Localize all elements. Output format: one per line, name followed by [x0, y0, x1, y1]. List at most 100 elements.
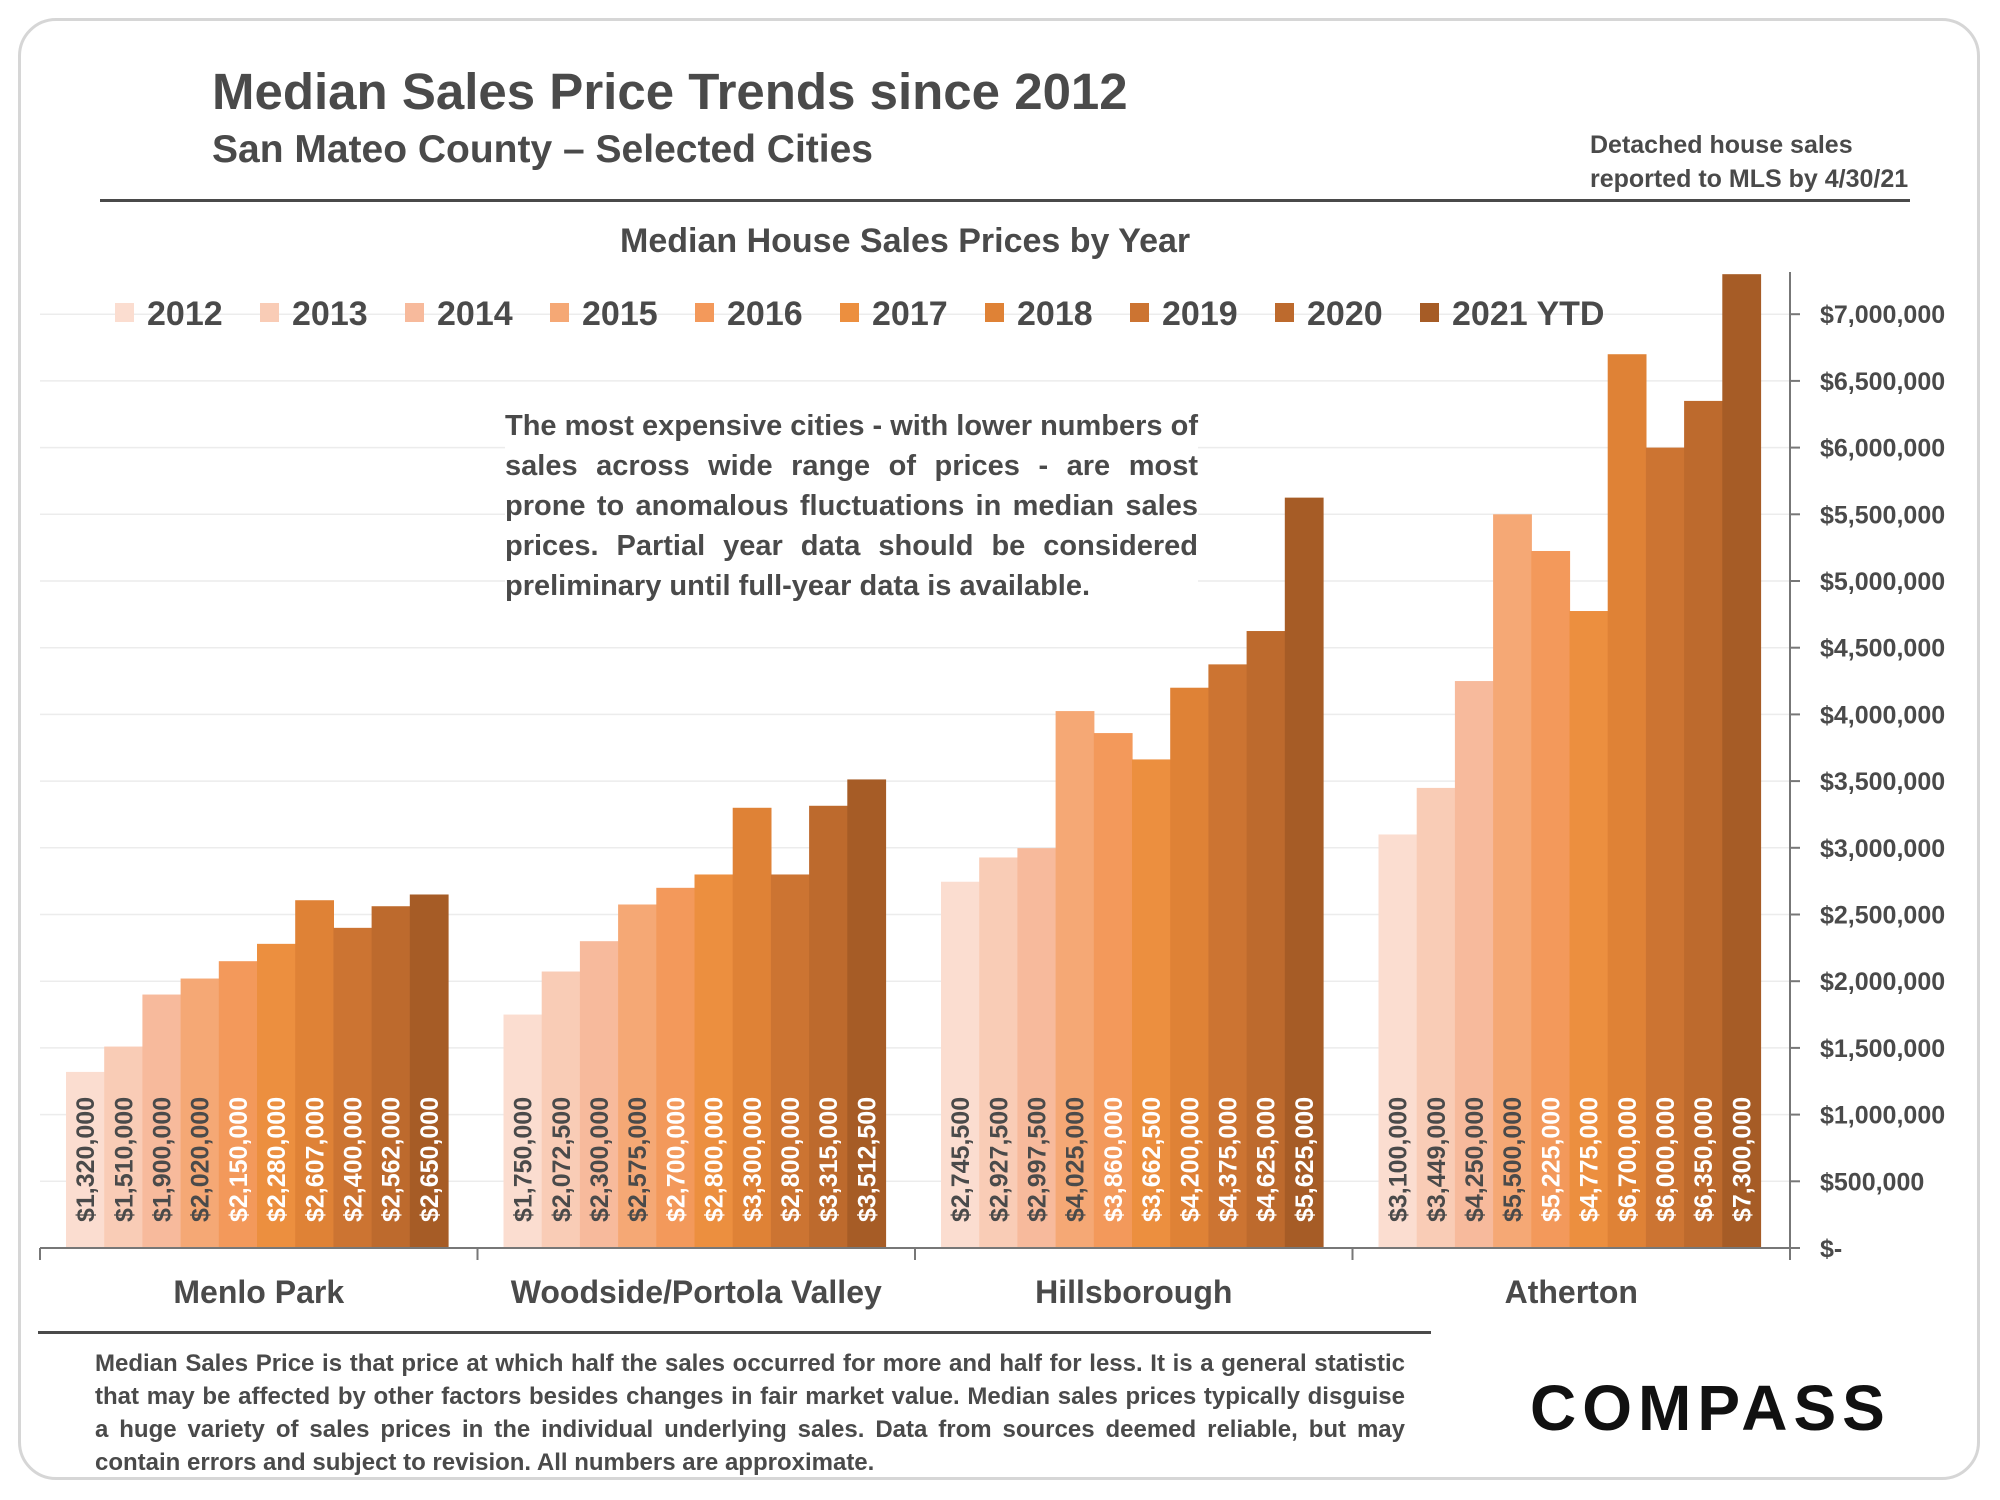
legend-label: 2017 — [872, 295, 948, 333]
bar — [180, 978, 220, 1248]
bar-value-label: $5,500,000 — [1499, 1097, 1527, 1222]
bar-value-label: $1,510,000 — [110, 1097, 138, 1222]
legend-swatch — [1130, 303, 1149, 322]
bar-value-label: $3,100,000 — [1385, 1097, 1413, 1222]
bar-value-label: $2,575,000 — [624, 1097, 652, 1222]
y-tick-label: $6,000,000 — [1820, 435, 1945, 463]
bar-value-label: $2,927,500 — [985, 1097, 1013, 1222]
bar-value-label: $4,025,000 — [1062, 1097, 1090, 1222]
legend-label: 2019 — [1162, 295, 1238, 333]
legend-label: 2014 — [437, 295, 513, 333]
legend-swatch — [405, 303, 424, 322]
bar-value-label: $5,625,000 — [1291, 1097, 1319, 1222]
legend-label: 2012 — [147, 295, 223, 333]
bar-value-label: $4,200,000 — [1176, 1097, 1204, 1222]
bar — [295, 900, 334, 1248]
x-category-label: Atherton — [1505, 1274, 1638, 1310]
bar-value-label: $4,250,000 — [1461, 1097, 1489, 1222]
page-title: Median Sales Price Trends since 2012 — [212, 63, 1128, 120]
bar-value-label: $3,512,500 — [853, 1097, 881, 1222]
bar — [656, 887, 696, 1248]
bar — [1208, 664, 1248, 1248]
bar-value-label: $6,350,000 — [1690, 1097, 1718, 1222]
bar-value-label: $3,315,000 — [815, 1097, 843, 1222]
bar — [1055, 711, 1095, 1248]
chart-title: Median House Sales Prices by Year — [620, 222, 1191, 260]
y-tick-label: $1,500,000 — [1820, 1035, 1945, 1063]
bar — [694, 874, 734, 1248]
bars — [66, 274, 1762, 1249]
bar — [1607, 354, 1647, 1249]
bar — [732, 807, 772, 1248]
bar — [257, 943, 296, 1248]
y-axis-tick-labels: $- $500,000 $1,000,000 $1,500,000 $2,000,000… — [1820, 301, 1945, 1263]
bar-value-label: $2,700,000 — [662, 1097, 690, 1222]
legend: 2012 2013 2014 2015 2016 2017 2018 2019 2020 2021… — [115, 295, 1604, 333]
axes — [39, 272, 1800, 1260]
bar — [579, 941, 619, 1248]
bar — [770, 874, 810, 1248]
bar — [371, 906, 411, 1248]
bar-value-label: $4,375,000 — [1215, 1097, 1243, 1222]
x-category-label: Menlo Park — [173, 1274, 344, 1310]
bar — [847, 779, 887, 1248]
legend-label: 2021 YTD — [1452, 295, 1604, 333]
bar-value-label: $3,662,500 — [1138, 1097, 1166, 1222]
bar-value-label: $2,072,500 — [548, 1097, 576, 1222]
bar — [809, 805, 848, 1248]
bar-value-label: $2,020,000 — [187, 1097, 215, 1222]
legend-label: 2020 — [1307, 295, 1383, 333]
x-category-label: Hillsborough — [1035, 1274, 1232, 1310]
bar — [66, 1071, 105, 1248]
bar-value-label: $1,750,000 — [510, 1097, 538, 1222]
y-tick-label: $2,500,000 — [1820, 902, 1945, 930]
header-divider — [100, 199, 1910, 202]
bar — [503, 1014, 543, 1248]
y-tick-label: $4,500,000 — [1820, 635, 1945, 663]
bar — [1132, 759, 1171, 1248]
bar — [218, 961, 258, 1248]
bar — [1284, 497, 1324, 1248]
bar — [1378, 834, 1418, 1248]
bar — [979, 857, 1018, 1248]
bar-value-labels: $1,320,000 $1,510,000 $1,900,000 $2,020,000… — [72, 1097, 1756, 1222]
bar-value-label: $2,800,000 — [701, 1097, 729, 1222]
bar-value-label: $2,997,500 — [1024, 1097, 1052, 1222]
x-category-label: Woodside/Portola Valley — [511, 1274, 882, 1310]
note-line-1: Detached house sales — [1590, 131, 1853, 159]
bar-value-label: $2,280,000 — [263, 1097, 291, 1222]
bar — [1246, 631, 1286, 1248]
bar-value-label: $7,300,000 — [1728, 1097, 1756, 1222]
bar — [409, 894, 449, 1248]
bar-value-label: $2,150,000 — [225, 1097, 253, 1222]
bar — [333, 927, 373, 1248]
legend-swatch — [1420, 303, 1439, 322]
bar-value-label: $3,860,000 — [1100, 1097, 1128, 1222]
bar — [1531, 550, 1571, 1248]
x-axis-category-labels: Menlo Park Woodside/Portola Valley Hillsbo… — [173, 1274, 1638, 1310]
bar-value-label: $2,562,000 — [378, 1097, 406, 1222]
legend-swatch — [985, 303, 1004, 322]
legend-swatch — [840, 303, 859, 322]
bar — [1645, 447, 1685, 1249]
bar-value-label: $4,775,000 — [1576, 1097, 1604, 1222]
y-tick-label: $7,000,000 — [1820, 301, 1945, 329]
y-tick-label: $2,000,000 — [1820, 968, 1945, 996]
legend-label: 2015 — [582, 295, 658, 333]
bar-value-label: $2,400,000 — [340, 1097, 368, 1222]
y-tick-label: $500,000 — [1820, 1168, 1924, 1196]
bar — [941, 881, 980, 1248]
legend-swatch — [115, 303, 134, 322]
y-tick-label: $5,000,000 — [1820, 568, 1945, 596]
legend-label: 2016 — [727, 295, 803, 333]
footnote: Median Sales Price is that price at whic… — [95, 1350, 1405, 1476]
bar-value-label: $2,745,500 — [947, 1097, 975, 1222]
bar-value-label: $5,225,000 — [1537, 1097, 1565, 1222]
y-tick-label: $4,000,000 — [1820, 701, 1945, 729]
bar-value-label: $1,320,000 — [72, 1097, 100, 1222]
bar-value-label: $1,900,000 — [149, 1097, 177, 1222]
legend-label: 2018 — [1017, 295, 1093, 333]
legend-swatch — [695, 303, 714, 322]
y-tick-label: $3,000,000 — [1820, 835, 1945, 863]
